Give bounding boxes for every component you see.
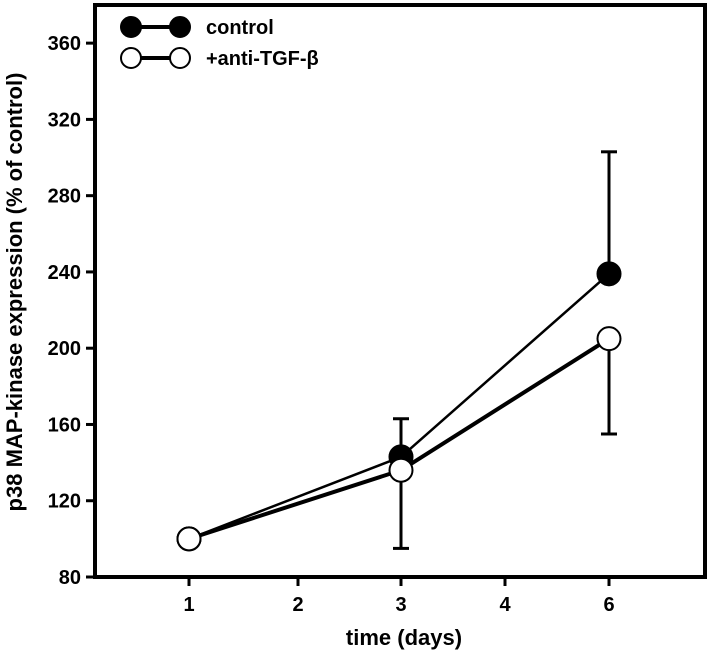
legend-marker (169, 47, 191, 69)
y-tick-label: 280 (48, 186, 81, 208)
y-tick-label: 240 (48, 262, 81, 284)
data-point-anti-tgf-beta (388, 457, 414, 483)
legend-marker (120, 47, 142, 69)
series-line-anti-tgf-beta (188, 336, 611, 541)
y-axis-title: p38 MAP-kinase expression (% of control) (2, 73, 27, 512)
legend-label: +anti-TGF-β (206, 48, 319, 70)
y-tick-label: 80 (59, 567, 81, 589)
x-tick-label: 3 (395, 594, 406, 616)
x-tick-label: 4 (499, 594, 511, 616)
x-tick-label: 2 (292, 594, 303, 616)
series-line-control (188, 272, 610, 541)
y-tick-label: 160 (48, 414, 81, 436)
data-point-anti-tgf-beta (596, 326, 622, 352)
y-tick-label: 200 (48, 338, 81, 360)
y-tick-label: 360 (48, 33, 81, 55)
legend-marker (120, 16, 142, 38)
x-axis-title: time (days) (346, 625, 462, 650)
legend-marker (169, 16, 191, 38)
series-layer (176, 150, 622, 552)
data-point-control (596, 261, 622, 287)
y-tick-label: 120 (48, 491, 81, 513)
data-point-anti-tgf-beta (176, 526, 202, 552)
y-tick-label: 320 (48, 109, 81, 131)
legend: control +anti-TGF-β (120, 16, 319, 70)
x-tick-label: 1 (183, 594, 194, 616)
ticks: 80 120 160 200 240 280 320 360 1 2 3 4 6 (48, 33, 615, 616)
legend-label: control (206, 17, 274, 39)
x-tick-label: 6 (603, 594, 614, 616)
